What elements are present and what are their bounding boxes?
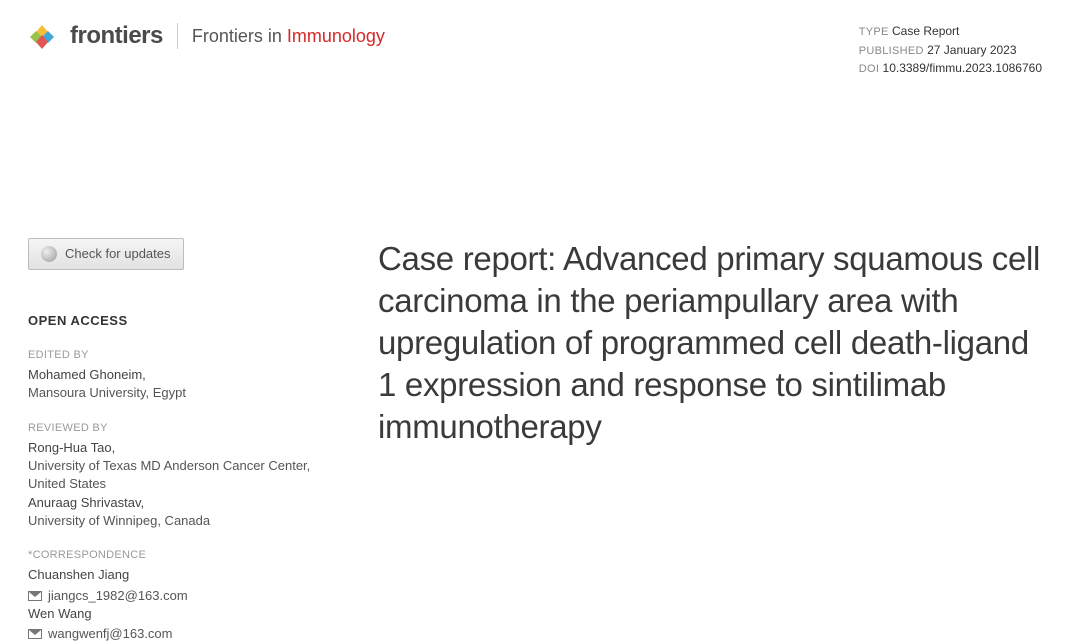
- editor-block: Mohamed Ghoneim, Mansoura University, Eg…: [28, 366, 338, 402]
- reviewer-block: Rong-Hua Tao, University of Texas MD And…: [28, 439, 338, 530]
- body-area: Check for updates OPEN ACCESS EDITED BY …: [28, 238, 1052, 643]
- corr1-name: Chuanshen Jiang: [28, 566, 338, 584]
- check-updates-label: Check for updates: [65, 245, 171, 263]
- corr1-email[interactable]: jiangcs_1982@163.com: [48, 587, 188, 605]
- article-title: Case report: Advanced primary squamous c…: [378, 238, 1052, 449]
- open-access-label: OPEN ACCESS: [28, 312, 338, 330]
- brand-divider: [177, 23, 178, 49]
- mail-icon: [28, 629, 42, 639]
- meta-published-label: PUBLISHED: [859, 45, 924, 57]
- mail-icon: [28, 591, 42, 601]
- meta-type-label: TYPE: [859, 26, 889, 38]
- reviewer1-name: Rong-Hua Tao,: [28, 439, 338, 457]
- correspondence-block: Chuanshen Jiang jiangcs_1982@163.com Wen…: [28, 566, 338, 643]
- corr2-email-line: wangwenfj@163.com: [28, 625, 338, 643]
- editor-affil: Mansoura University, Egypt: [28, 384, 338, 402]
- corr1-email-line: jiangcs_1982@163.com: [28, 587, 338, 605]
- meta-published-value: 27 January 2023: [927, 43, 1016, 57]
- corr2-name: Wen Wang: [28, 605, 338, 623]
- meta-doi-value[interactable]: 10.3389/fimmu.2023.1086760: [883, 61, 1042, 75]
- meta-block: TYPE Case Report PUBLISHED 27 January 20…: [859, 22, 1052, 78]
- corr2-email[interactable]: wangwenfj@163.com: [48, 625, 172, 643]
- frontiers-logo-icon: [28, 22, 56, 50]
- right-column: Case report: Advanced primary squamous c…: [378, 238, 1052, 643]
- journal-highlight: Immunology: [287, 26, 385, 46]
- check-updates-button[interactable]: Check for updates: [28, 238, 184, 270]
- reviewer1-affil: University of Texas MD Anderson Cancer C…: [28, 457, 338, 493]
- refresh-icon: [41, 246, 57, 262]
- brand-area: frontiers Frontiers in Immunology: [28, 22, 385, 50]
- correspondence-label: *CORRESPONDENCE: [28, 548, 338, 563]
- journal-name: Frontiers in Immunology: [192, 26, 385, 47]
- left-column: Check for updates OPEN ACCESS EDITED BY …: [28, 238, 338, 643]
- editor-name: Mohamed Ghoneim,: [28, 366, 338, 384]
- meta-doi-label: DOI: [859, 63, 879, 75]
- meta-type-value: Case Report: [892, 24, 959, 38]
- reviewer2-name: Anuraag Shrivastav,: [28, 494, 338, 512]
- reviewer2-affil: University of Winnipeg, Canada: [28, 512, 338, 530]
- journal-prefix: Frontiers in: [192, 26, 287, 46]
- brand-text: frontiers: [70, 22, 163, 50]
- reviewed-by-label: REVIEWED BY: [28, 421, 338, 436]
- edited-by-label: EDITED BY: [28, 348, 338, 363]
- header-row: frontiers Frontiers in Immunology TYPE C…: [28, 22, 1052, 78]
